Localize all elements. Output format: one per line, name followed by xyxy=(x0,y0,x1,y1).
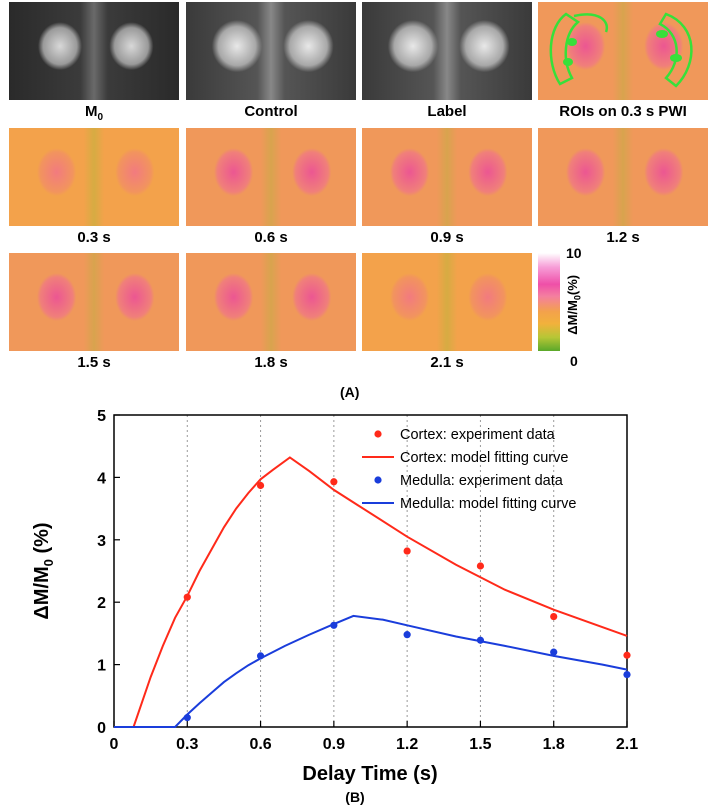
roi-outlines xyxy=(549,12,693,88)
x-tick-label: 1.2 xyxy=(396,736,418,753)
data-point-2 xyxy=(550,648,558,656)
y-tick-label: 0 xyxy=(97,720,106,737)
x-tick-label: 2.1 xyxy=(616,736,638,753)
image-control xyxy=(186,2,356,100)
y-tick-label: 5 xyxy=(97,408,106,425)
label-0.6s: 0.6 s xyxy=(254,229,288,246)
y-tick-label: 1 xyxy=(97,658,106,675)
colorbar-max: 10 xyxy=(566,245,582,261)
legend-label: Cortex: model fitting curve xyxy=(400,450,568,466)
image-pwi-1.5 xyxy=(9,253,179,351)
label-m0: M0 xyxy=(84,103,104,123)
y-axis-label: ΔM/M0 (%) xyxy=(31,522,56,619)
panel-a-label: (A) xyxy=(340,384,360,400)
series xyxy=(114,456,631,728)
y-tick-label: 3 xyxy=(97,533,106,550)
data-point-2 xyxy=(623,670,631,679)
data-point-0 xyxy=(256,481,265,490)
legend: Cortex: experiment data Cortex: model fit… xyxy=(362,427,577,512)
series-line-1 xyxy=(114,456,628,728)
y-tick-label: 4 xyxy=(97,470,106,487)
data-point-2 xyxy=(403,631,411,639)
label-label: Label xyxy=(427,103,467,120)
colorbar xyxy=(538,253,560,351)
legend-marker xyxy=(374,430,382,438)
colorbar-min: 0 xyxy=(570,353,578,369)
svg-text:ΔM/M0 (%): ΔM/M0 (%) xyxy=(31,522,56,619)
label-roi: ROIs on 0.3 s PWI xyxy=(559,103,687,120)
data-point-0 xyxy=(476,562,485,570)
x-tick-label: 1.5 xyxy=(469,736,491,753)
legend-label: Medulla: experiment data xyxy=(400,473,564,489)
label-0.9s: 0.9 s xyxy=(430,229,464,246)
data-point-0 xyxy=(623,651,631,659)
data-point-0 xyxy=(330,478,338,486)
label-control: Control xyxy=(244,103,298,120)
y-tick-label: 2 xyxy=(97,595,106,612)
x-tick-label: 0.9 xyxy=(323,736,345,753)
grid xyxy=(186,415,555,727)
plot-frame xyxy=(113,414,628,728)
x-tick-label: 0.6 xyxy=(249,736,271,753)
data-point-0 xyxy=(403,547,411,555)
label-1.8s: 1.8 s xyxy=(254,354,288,371)
legend-label: Cortex: experiment data xyxy=(400,427,556,443)
chart: 0 0.3 0.6 0.9 1.2 1.5 1.8 2.1 0 1 2 3 4 5 Cortex: exp… xyxy=(31,408,638,805)
image-pwi-0.3 xyxy=(9,128,179,226)
x-axis-label: Delay Time (s) xyxy=(302,763,437,785)
image-pwi-0.6 xyxy=(186,128,356,226)
image-label xyxy=(362,2,532,100)
image-pwi-2.1 xyxy=(362,253,532,351)
x-tick-label: 0.3 xyxy=(176,736,198,753)
legend-marker xyxy=(374,476,382,484)
label-2.1s: 2.1 s xyxy=(430,354,464,371)
image-pwi-1.2 xyxy=(538,128,708,226)
x-tick-label: 1.8 xyxy=(543,736,565,753)
series-line-3 xyxy=(114,614,628,728)
label-1.2s: 1.2 s xyxy=(606,229,640,246)
panel-b-label: (B) xyxy=(345,789,364,805)
colorbar-title: ΔM/M0(%) xyxy=(565,274,583,335)
image-roi xyxy=(538,2,708,100)
label-1.5s: 1.5 s xyxy=(77,354,111,371)
image-pwi-1.8 xyxy=(186,253,356,351)
image-m0 xyxy=(9,2,179,100)
label-0.3s: 0.3 s xyxy=(77,229,111,246)
data-point-0 xyxy=(550,612,558,621)
image-pwi-0.9 xyxy=(362,128,532,226)
ticks: 0 0.3 0.6 0.9 1.2 1.5 1.8 2.1 0 1 2 3 4 5 xyxy=(97,408,638,753)
x-tick-label: 0 xyxy=(110,736,119,753)
legend-label: Medulla: model fitting curve xyxy=(400,496,577,512)
